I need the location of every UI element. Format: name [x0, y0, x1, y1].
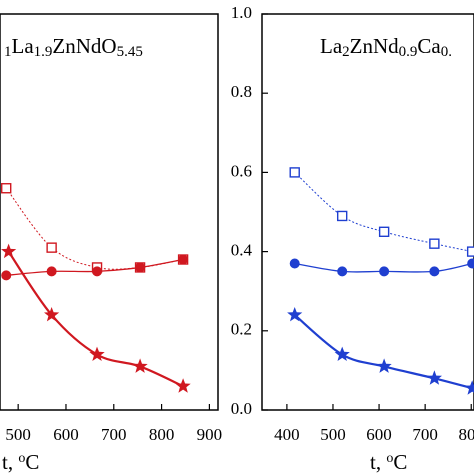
data-point	[289, 167, 300, 178]
y-tick-label: 0.8	[231, 82, 252, 101]
series-line	[5, 187, 184, 270]
data-point	[46, 242, 57, 253]
series-line	[294, 314, 473, 390]
text-part: o	[386, 451, 393, 466]
text-part: 1	[4, 44, 12, 60]
text-part: Ca	[417, 34, 441, 58]
y-tick-label: 0.4	[231, 241, 253, 260]
y-tick-label: 0.6	[231, 161, 252, 180]
text-part: C	[25, 450, 39, 474]
text-part: 0.	[441, 44, 452, 60]
text-part: La	[320, 34, 343, 58]
text-part: ZnNd	[350, 34, 399, 58]
data-point	[464, 380, 474, 395]
x-tick-label: 900	[197, 425, 223, 444]
text-part: 0.9	[399, 44, 418, 60]
text-part: 1.9	[34, 44, 53, 60]
x-tick-label: 600	[53, 425, 79, 444]
text-part: o	[18, 451, 25, 466]
x-tick-label: 400	[274, 425, 300, 444]
data-point	[289, 258, 300, 269]
data-point	[178, 254, 189, 265]
y-tick-label: 0.0	[231, 399, 252, 418]
text-part: C	[393, 450, 407, 474]
data-point	[287, 307, 303, 322]
x-tick-label: 700	[101, 425, 127, 444]
data-point	[378, 226, 390, 238]
y-tick-label: 0.2	[231, 320, 252, 339]
plot-area	[1, 183, 191, 393]
x-tick-label: 600	[366, 425, 392, 444]
text-part: La	[12, 34, 35, 58]
data-point	[429, 266, 440, 277]
x-axis-label: t, oC	[2, 450, 39, 474]
data-point	[1, 270, 12, 281]
data-point	[337, 266, 348, 277]
data-point	[135, 262, 146, 273]
text-part: 2	[342, 44, 350, 60]
data-point	[467, 258, 474, 269]
plot-area	[287, 167, 474, 395]
data-point	[379, 266, 390, 277]
x-tick-label: 500	[320, 425, 346, 444]
data-point	[1, 243, 17, 259]
x-tick-label: 800	[458, 425, 474, 444]
data-point	[46, 266, 57, 277]
data-point	[89, 346, 105, 361]
data-point	[1, 183, 12, 194]
series-line	[294, 172, 473, 253]
x-tick-label: 500	[5, 425, 31, 444]
panel-title: 1La1.9ZnNdO5.45	[4, 34, 143, 60]
text-part: t,	[2, 450, 18, 474]
data-point	[44, 307, 60, 322]
data-point	[466, 246, 474, 257]
y-tick-label: 1.0	[231, 3, 252, 22]
x-tick-label: 700	[412, 425, 438, 444]
plot-frame	[261, 13, 474, 411]
panel-title: La2ZnNd0.9Ca0.	[320, 34, 452, 60]
text-part: ZnNdO	[52, 34, 116, 58]
x-axis-label: t, oC	[370, 450, 407, 474]
data-point	[376, 358, 392, 373]
data-point	[92, 266, 103, 277]
data-point	[175, 378, 191, 393]
text-part: t,	[370, 450, 386, 474]
text-part: 5.45	[117, 44, 143, 60]
data-point	[429, 238, 440, 249]
data-point	[334, 346, 350, 361]
x-tick-label: 800	[149, 425, 175, 444]
data-point	[336, 210, 348, 222]
data-point	[132, 358, 148, 373]
data-point	[426, 370, 442, 385]
plot-frame	[0, 13, 219, 411]
